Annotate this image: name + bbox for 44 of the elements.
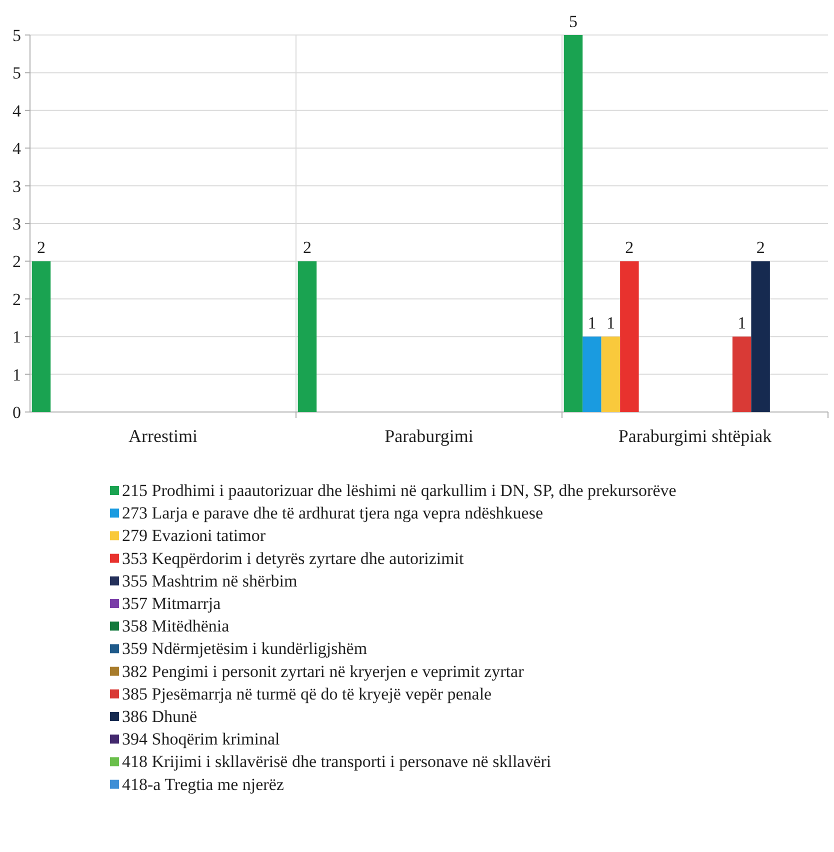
bar bbox=[732, 336, 752, 412]
data-label: 1 bbox=[738, 314, 746, 333]
bar bbox=[32, 261, 51, 412]
data-label: 1 bbox=[588, 314, 596, 333]
bar bbox=[751, 261, 770, 412]
bar bbox=[601, 336, 620, 412]
x-tick-label: Paraburgimi bbox=[384, 426, 474, 446]
bar bbox=[298, 261, 317, 412]
bar bbox=[564, 35, 583, 412]
y-tick-label: 1 bbox=[12, 365, 21, 384]
data-label: 2 bbox=[36, 238, 46, 258]
y-tick-label: 5 bbox=[12, 64, 21, 83]
legend-label: 279 Evazioni tatimor bbox=[122, 526, 266, 546]
legend-label: 357 Mitmarrja bbox=[122, 594, 222, 613]
data-label: 2 bbox=[302, 238, 312, 258]
data-label: 2 bbox=[625, 238, 634, 258]
legend-label: 394 Shoqërim kriminal bbox=[122, 730, 280, 749]
x-tick-label: Arrestimi bbox=[128, 426, 198, 446]
legend-label: 385 Pjesëmarrja në turmë që do të kryejë vepër penale bbox=[122, 684, 492, 704]
legend-label: 353 Keqpërdorim i detyrës zyrtare dhe autorizimit bbox=[122, 548, 464, 568]
y-tick-label: 1 bbox=[12, 328, 21, 347]
y-tick-label: 2 bbox=[12, 290, 21, 309]
y-tick-label: 3 bbox=[12, 176, 21, 196]
legend-label: 382 Pengimi i personit zyrtari në kryerjen e veprimit zyrtar bbox=[122, 662, 524, 681]
legend-label: 386 Dhunë bbox=[122, 707, 198, 726]
data-label: 5 bbox=[568, 12, 578, 31]
data-label: 1 bbox=[606, 314, 615, 333]
legend-label: 358 Mitëdhënia bbox=[122, 616, 230, 636]
bar bbox=[620, 261, 639, 412]
bar bbox=[582, 336, 602, 412]
legend-label: 215 Prodhimi i paautorizuar dhe lëshimi në qarkullim i DN, SP, dhe prekursorëve bbox=[122, 481, 676, 500]
y-tick-label: 5 bbox=[12, 26, 21, 45]
y-tick-label: 0 bbox=[12, 402, 21, 422]
x-tick-label: Paraburgimi shtëpiak bbox=[618, 426, 772, 446]
legend-label: 359 Ndërmjetësim i kundërligjshëm bbox=[122, 639, 368, 658]
legend-label: 418 Krijimi i skllavërisë dhe transporti i personave në skllavëri bbox=[122, 752, 552, 772]
legend-label: 273 Larja e parave dhe të ardhurat tjera nga vepra ndëshkuese bbox=[122, 504, 544, 523]
y-tick-label: 4 bbox=[12, 101, 22, 120]
legend-label: 355 Mashtrim në shërbim bbox=[122, 571, 298, 590]
y-tick-label: 2 bbox=[12, 252, 21, 272]
legend-label: 418-a Tregtia me njerëz bbox=[122, 774, 284, 794]
y-tick-label: 4 bbox=[12, 139, 22, 158]
y-tick-label: 3 bbox=[12, 214, 21, 234]
data-label: 2 bbox=[756, 238, 765, 258]
